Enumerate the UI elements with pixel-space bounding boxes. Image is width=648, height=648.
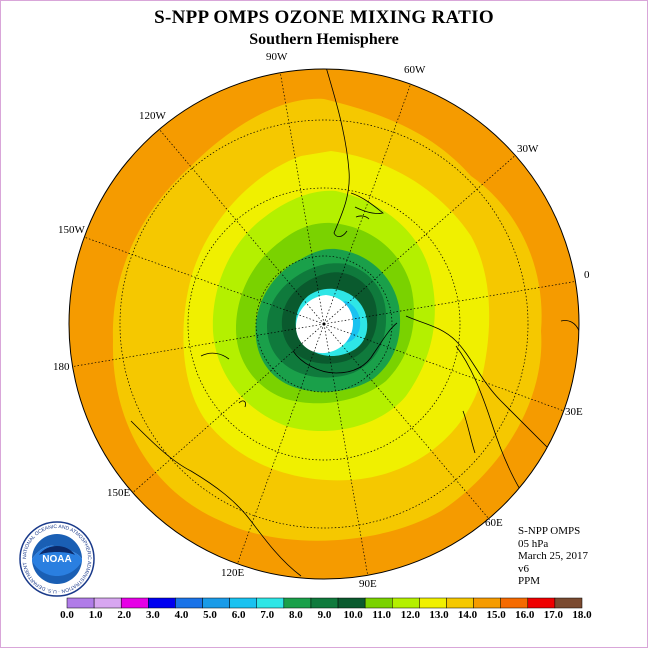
colorbar-swatch bbox=[93, 597, 122, 609]
colorbar-swatch bbox=[500, 597, 529, 609]
colorbar-swatch bbox=[364, 597, 393, 609]
colorbar-tick-label: 18.0 bbox=[572, 609, 592, 621]
colorbar-tick-label: 1.0 bbox=[88, 609, 103, 621]
colorbar-swatch bbox=[310, 597, 339, 609]
colorbar-tick-label: 5.0 bbox=[203, 609, 217, 621]
colorbar-swatch bbox=[256, 597, 285, 609]
colorbar-swatch bbox=[175, 597, 203, 609]
colorbar-tick-label: 7.0 bbox=[260, 609, 275, 621]
colorbar-tick-label: 6.0 bbox=[231, 609, 246, 621]
colorbar-swatch bbox=[66, 597, 95, 609]
colorbar-swatch bbox=[554, 597, 583, 609]
colorbar-tick-label: 13.0 bbox=[429, 609, 449, 621]
lon-label-150w: 150W bbox=[58, 224, 85, 236]
colorbar-tick-label: 12.0 bbox=[400, 609, 420, 621]
lon-label-180: 180 bbox=[53, 361, 70, 373]
colorbar-tick-label: 3.0 bbox=[145, 609, 160, 621]
graticule bbox=[69, 70, 579, 578]
info-instrument: S-NPP OMPS bbox=[518, 525, 581, 537]
colorbar bbox=[66, 597, 583, 609]
map-border bbox=[68, 68, 580, 580]
colorbar-tick-label: 2.0 bbox=[117, 609, 132, 621]
logo-text: NOAA bbox=[42, 554, 71, 565]
info-level: 05 hPa bbox=[518, 537, 549, 550]
colorbar-swatch bbox=[473, 597, 501, 609]
lon-label-0: 0 bbox=[584, 269, 590, 281]
colorbar-swatch bbox=[337, 597, 366, 609]
colorbar-swatch bbox=[419, 597, 447, 609]
lon-label-90e: 90E bbox=[359, 578, 377, 590]
lon-label-90w: 90W bbox=[266, 51, 288, 63]
colorbar-tick-label: 17.0 bbox=[543, 609, 563, 621]
colorbar-swatch bbox=[148, 597, 176, 609]
coastlines bbox=[130, 69, 579, 577]
colorbar-swatch bbox=[202, 597, 230, 609]
info-version: v6 bbox=[518, 562, 529, 575]
colorbar-swatch bbox=[120, 597, 149, 609]
colorbar-swatch bbox=[446, 597, 474, 609]
lon-label-120e: 120E bbox=[221, 567, 245, 579]
lon-label-120w: 120W bbox=[139, 110, 166, 122]
colorbar-tick-label: 10.0 bbox=[343, 609, 363, 621]
colorbar-tick-label: 8.0 bbox=[289, 609, 303, 621]
colorbar-tick-label: 14.0 bbox=[457, 609, 478, 621]
colorbar-tick-label: 11.0 bbox=[372, 609, 392, 621]
ozone-field bbox=[69, 69, 579, 579]
info-block: S-NPP OMPS 05 hPa March 25, 2017 v6 PPM bbox=[518, 525, 588, 588]
noaa-logo-icon: NOAA NATIONAL OCEANIC AND ATMOSPHERIC AD… bbox=[19, 521, 95, 597]
lon-label-60e: 60E bbox=[485, 517, 503, 529]
colorbar-swatch bbox=[229, 597, 257, 609]
colorbar-tick-label: 0.0 bbox=[60, 609, 74, 621]
colorbar-tick-label: 16.0 bbox=[515, 609, 535, 621]
colorbar-swatch bbox=[283, 597, 312, 609]
colorbar-swatch bbox=[392, 597, 420, 609]
colorbar-tick-label: 15.0 bbox=[486, 609, 506, 621]
map-subtitle: Southern Hemisphere bbox=[249, 31, 399, 48]
lon-label-30e: 30E bbox=[565, 406, 583, 418]
info-units: PPM bbox=[518, 575, 541, 587]
colorbar-tick-label: 9.0 bbox=[317, 609, 332, 621]
map-title: S-NPP OMPS OZONE MIXING RATIO bbox=[154, 7, 494, 28]
lon-label-60w: 60W bbox=[404, 64, 426, 76]
lon-label-30w: 30W bbox=[517, 143, 539, 155]
colorbar-swatch bbox=[527, 597, 556, 609]
info-date: March 25, 2017 bbox=[518, 550, 588, 562]
colorbar-tick-label: 4.0 bbox=[174, 609, 189, 621]
lon-label-150e: 150E bbox=[107, 487, 131, 499]
south-pole-marker bbox=[322, 322, 326, 326]
